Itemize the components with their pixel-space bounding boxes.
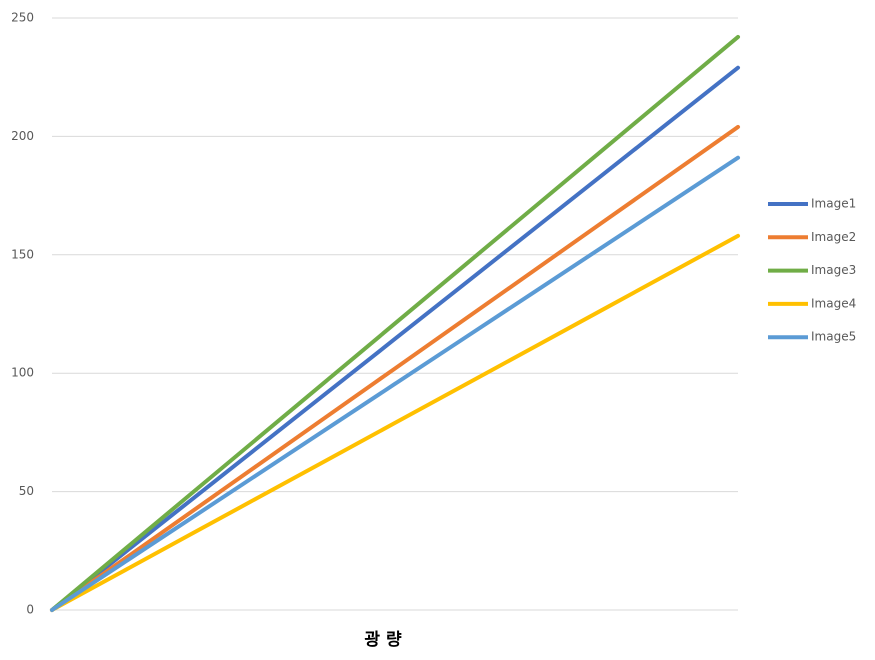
legend-label: Image1 [811, 197, 856, 211]
legend-label: Image2 [811, 230, 856, 244]
series-line [50, 124, 740, 612]
y-tick-label: 50 [19, 484, 34, 498]
y-tick-label: 100 [11, 366, 34, 380]
series-line [50, 34, 740, 612]
y-tick-label: 250 [11, 11, 34, 25]
y-tick-label: 0 [26, 603, 34, 617]
y-tick-label: 150 [11, 247, 34, 261]
legend-label: Image5 [811, 330, 856, 344]
legend-label: Image4 [811, 296, 856, 310]
y-tick-label: 200 [11, 129, 34, 143]
x-axis-label: 광 량 [364, 630, 402, 650]
series-line [50, 233, 740, 612]
series-line [50, 155, 740, 612]
series-line [50, 65, 740, 612]
legend-label: Image3 [811, 263, 856, 277]
